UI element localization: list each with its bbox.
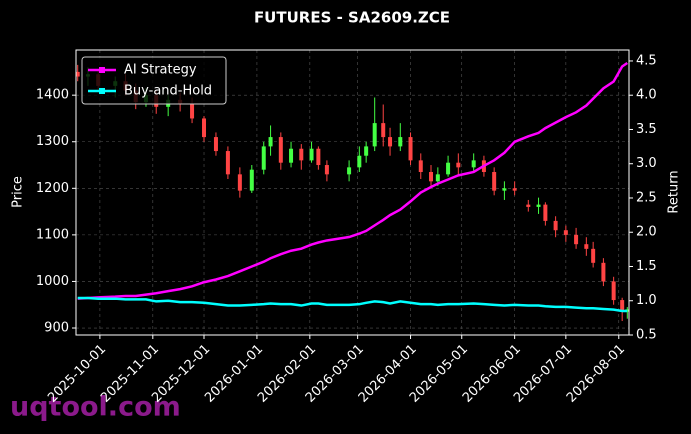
y-tick-label: 1200	[36, 181, 69, 196]
y-tick-label: 1100	[36, 227, 69, 242]
y2-tick-label: 3.0	[636, 156, 657, 171]
candle-body	[372, 123, 377, 147]
candle-body	[225, 151, 230, 175]
candle-body	[536, 204, 541, 207]
candle-body	[268, 137, 273, 147]
y-tick-label: 900	[44, 321, 69, 336]
y2-tick-label: 1.5	[636, 259, 657, 274]
y-axis-label: Price	[11, 176, 26, 208]
candle-body	[553, 220, 558, 231]
y2-tick-label: 2.5	[636, 190, 657, 205]
candle-body	[289, 148, 294, 163]
legend-label: Buy-and-Hold	[124, 84, 212, 99]
candle-body	[324, 165, 329, 175]
candle-body	[190, 104, 195, 119]
candle-body	[543, 204, 548, 221]
y2-tick-label: 1.0	[636, 293, 657, 308]
candle-body	[261, 146, 266, 170]
candle-body	[502, 188, 507, 191]
candle-body	[435, 174, 440, 182]
candle-body	[408, 137, 413, 161]
candle-body	[299, 148, 304, 161]
y-tick-label: 1300	[36, 134, 69, 149]
y2-axis-label: Return	[667, 170, 682, 213]
candle-body	[316, 148, 321, 166]
candle-body	[429, 172, 434, 182]
y2-tick-label: 0.5	[636, 328, 657, 343]
candle-body	[601, 262, 606, 282]
candle-body	[418, 160, 423, 173]
candle-body	[398, 137, 403, 147]
watermark: uqtool.com	[10, 392, 181, 423]
candle-body	[591, 248, 596, 263]
y2-tick-label: 4.5	[636, 53, 657, 68]
candle-body	[620, 300, 625, 312]
y-tick-label: 1400	[36, 88, 69, 103]
plot-frame	[75, 49, 630, 336]
candle-body	[278, 137, 283, 163]
candle-body	[381, 123, 386, 138]
candle-body	[492, 172, 497, 191]
chart-title: FUTURES - SA2609.ZCE	[254, 9, 450, 27]
legend-box	[81, 56, 227, 105]
candle-body	[237, 174, 242, 191]
candle-body	[364, 146, 369, 156]
candle-body	[563, 230, 568, 235]
candle-body	[611, 281, 616, 301]
legend-marker	[99, 67, 105, 73]
candle-body	[512, 188, 517, 191]
candle-body	[309, 148, 314, 161]
y2-tick-label: 3.5	[636, 122, 657, 137]
candle-body	[456, 162, 461, 168]
legend-label: AI Strategy	[124, 63, 197, 78]
candle-body	[357, 155, 362, 168]
candle-body	[471, 160, 476, 168]
candle-body	[213, 137, 218, 152]
candle-body	[202, 118, 207, 138]
series-line	[77, 296, 628, 313]
candle-body	[584, 244, 589, 249]
candle-body	[249, 169, 254, 191]
candle-body	[446, 162, 451, 175]
y-tick-label: 1000	[36, 274, 69, 289]
legend-marker	[99, 88, 105, 94]
series-line	[77, 61, 628, 300]
candle-body	[388, 137, 393, 147]
y2-tick-label: 2.0	[636, 225, 657, 240]
legend: AI Strategy Buy-and-Hold	[81, 56, 227, 105]
candle-body	[526, 204, 531, 207]
candle-body	[347, 167, 352, 175]
y2-tick-label: 4.0	[636, 88, 657, 103]
candle-body	[75, 71, 80, 77]
candle-body	[574, 234, 579, 245]
